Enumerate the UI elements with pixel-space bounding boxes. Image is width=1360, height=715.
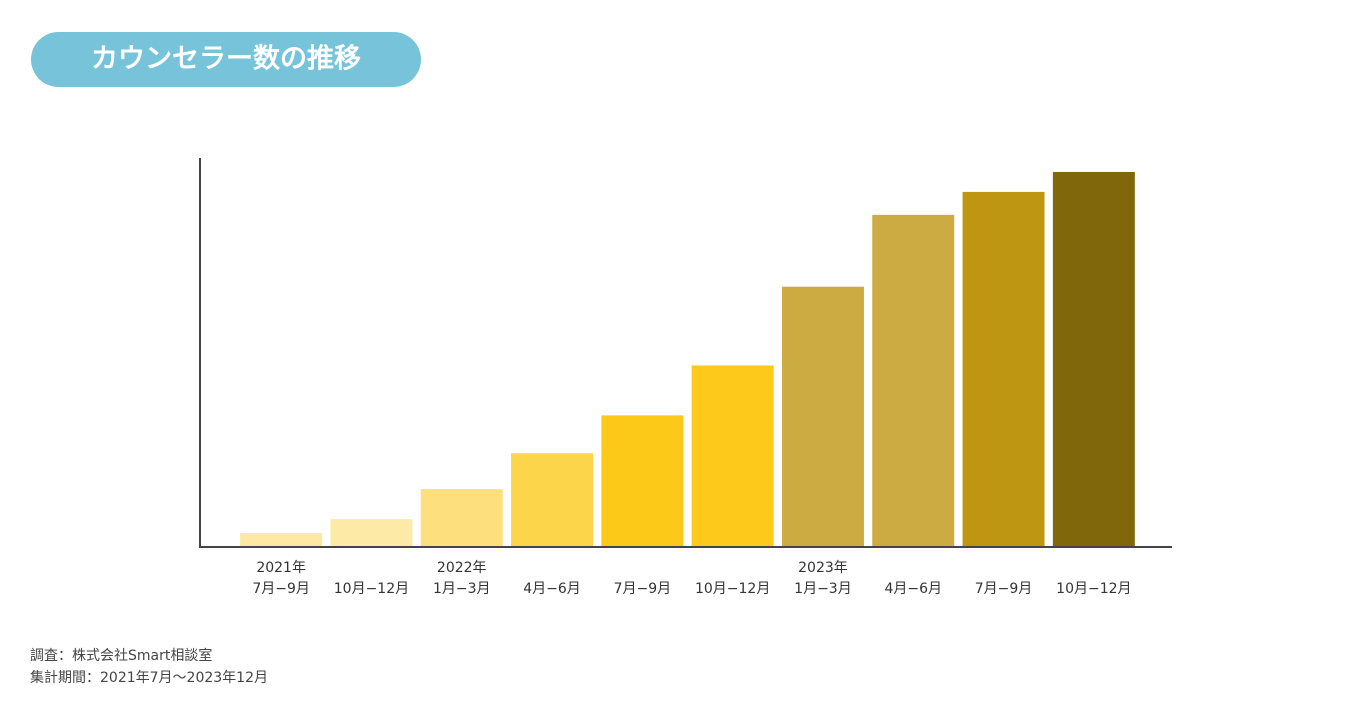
bar [1052, 171, 1135, 547]
x-tick-label: 4月−6月 [523, 581, 581, 597]
x-tick-line: 2022年 [437, 560, 487, 576]
bar [781, 286, 864, 546]
x-tick-label: 10月−12月 [695, 581, 770, 597]
x-tick-line: 7月−9月 [975, 581, 1033, 597]
x-tick-line: 4月−6月 [884, 581, 942, 597]
x-tick-line: 1月−3月 [433, 581, 491, 597]
x-tick-label: 7月−9月 [975, 581, 1033, 597]
x-tick-line: 10月−12月 [1056, 581, 1131, 597]
bar [691, 365, 774, 546]
x-tick-label: 10月−12月 [334, 581, 409, 597]
bar [240, 533, 323, 546]
x-tick-line: 7月−9月 [614, 581, 672, 597]
source-note: 調査：株式会社Smart相談室 [30, 647, 212, 664]
bar [420, 489, 503, 546]
x-tick-label: 2023年 1月−3月 [794, 560, 852, 597]
bar [872, 214, 955, 547]
x-tick-line: 2023年 [798, 560, 848, 576]
x-tick-label: 2022年 1月−3月 [433, 560, 491, 597]
x-tick-label: 10月−12月 [1056, 581, 1131, 597]
x-tick-line: 7月−9月 [252, 581, 310, 597]
period-note: 集計期間：2021年7月〜2023年12月 [30, 669, 268, 686]
x-tick-line: 10月−12月 [334, 581, 409, 597]
x-tick-line: 10月−12月 [695, 581, 770, 597]
x-tick-line: 1月−3月 [794, 581, 852, 597]
x-tick-line: 2021年 [256, 560, 306, 576]
title-pill [31, 32, 421, 87]
x-tick-line: 4月−6月 [523, 581, 581, 597]
x-tick-label: 2021年 7月−9月 [252, 560, 310, 597]
x-tick-label: 4月−6月 [884, 581, 942, 597]
chart-title: カウンセラー数の推移 [91, 44, 361, 75]
bar [601, 415, 684, 546]
bar [962, 191, 1045, 546]
bar [511, 453, 594, 546]
x-tick-label: 7月−9月 [614, 581, 672, 597]
bar [330, 519, 413, 546]
